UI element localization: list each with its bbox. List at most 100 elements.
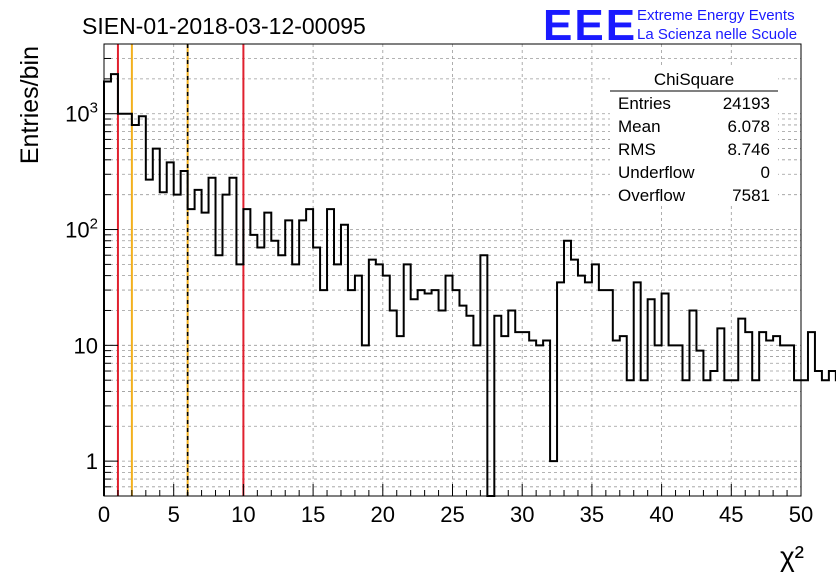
histogram-bin: [710, 371, 717, 496]
histogram-bin: [306, 209, 313, 496]
eee-logo: EEE: [543, 1, 637, 50]
x-tick-label: 35: [580, 502, 604, 527]
histogram-bin: [118, 114, 125, 496]
histogram-bin: [383, 276, 390, 496]
histogram-bin: [808, 332, 815, 496]
histogram-bin: [229, 178, 236, 496]
histogram-bin: [397, 336, 404, 496]
histogram-bin: [508, 310, 515, 496]
x-tick-label: 40: [649, 502, 673, 527]
histogram-bin: [759, 332, 766, 496]
histogram-bin: [627, 380, 634, 496]
x-tick-label: 30: [510, 502, 534, 527]
histogram-bin: [125, 114, 132, 496]
stats-value: 0: [761, 163, 770, 182]
histogram-bin: [620, 336, 627, 496]
histogram-bin: [174, 195, 181, 496]
histogram-bin: [801, 380, 808, 496]
x-tick-label: 50: [789, 502, 813, 527]
stats-value: 8.746: [727, 140, 770, 159]
histogram-bin: [529, 341, 536, 496]
histogram-bin: [648, 299, 655, 496]
histogram-bin: [696, 351, 703, 496]
eee-logo-line2: La Scienza nelle Scuole: [637, 26, 797, 43]
histogram-bin: [132, 125, 139, 496]
y-tick-label: 10: [74, 333, 98, 358]
x-tick-label: 45: [719, 502, 743, 527]
stats-box: ChiSquare Entries 24193 Mean 6.078 RMS 8.746 U…: [610, 68, 778, 206]
x-tick-label: 0: [98, 502, 110, 527]
histogram-bin: [146, 180, 153, 496]
histogram-bin: [550, 461, 557, 496]
histogram-bin: [676, 345, 683, 496]
histogram-bin: [425, 294, 432, 496]
histogram-bin: [264, 213, 271, 496]
histogram-bin: [557, 282, 564, 496]
histogram-bin: [578, 276, 585, 496]
histogram-bin: [292, 264, 299, 496]
y-tick-label: 103: [65, 100, 98, 127]
y-axis-label: Entries/bin: [16, 46, 44, 164]
run-title: SIEN-01-2018-03-12-00095: [82, 13, 366, 39]
histogram-bin: [139, 116, 146, 496]
histogram-bin: [453, 290, 460, 496]
histogram-bin: [418, 290, 425, 496]
histogram-bin: [243, 209, 250, 496]
histogram-bin: [188, 209, 195, 496]
histogram-bin: [662, 294, 669, 496]
histogram-bin: [459, 306, 466, 496]
histogram-bin: [446, 276, 453, 496]
histogram-bin: [222, 195, 229, 496]
stats-label: Underflow: [618, 163, 695, 182]
histogram-bin: [104, 81, 111, 496]
histogram-bin: [522, 332, 529, 496]
histogram-bin: [404, 264, 411, 496]
histogram-bin: [689, 310, 696, 496]
histogram-bin: [480, 255, 487, 496]
histogram-bin: [285, 220, 292, 496]
histogram-bin: [773, 336, 780, 496]
histogram-bin: [731, 380, 738, 496]
histogram-bin: [278, 255, 285, 496]
histogram-bin: [766, 341, 773, 496]
histogram-bin: [167, 162, 174, 496]
histogram-bin: [822, 380, 829, 496]
histogram-bin: [390, 310, 397, 496]
stats-value: 6.078: [727, 117, 770, 136]
histogram-bin: [794, 380, 801, 496]
y-tick-label: 1: [86, 449, 98, 474]
histogram-bin: [466, 316, 473, 496]
histogram: [103, 73, 836, 497]
stats-title: ChiSquare: [654, 70, 734, 89]
histogram-bin: [153, 149, 160, 496]
histogram-bin: [745, 332, 752, 496]
x-tick-label: 25: [440, 502, 464, 527]
histogram-bin: [195, 190, 202, 496]
histogram-bin: [341, 225, 348, 496]
histogram-bin: [257, 247, 264, 496]
histogram-bin: [724, 380, 731, 496]
stats-label: RMS: [618, 140, 656, 159]
x-tick-label: 15: [301, 502, 325, 527]
histogram-steps: [103, 73, 836, 497]
histogram-bin: [683, 380, 690, 496]
histogram-bin: [299, 220, 306, 496]
x-axis-label: χ²: [780, 541, 804, 572]
histogram-bin: [752, 380, 759, 496]
histogram-bin: [494, 316, 501, 496]
histogram-bin: [271, 241, 278, 496]
histogram-bin: [216, 255, 223, 496]
threshold-lines: [116, 44, 245, 496]
histogram-bin: [202, 213, 209, 496]
histogram-bin: [634, 282, 641, 496]
histogram-bin: [738, 319, 745, 496]
histogram-bin: [829, 371, 836, 496]
histogram-bin: [439, 310, 446, 496]
histogram-bin: [543, 341, 550, 496]
histogram-bin: [327, 209, 334, 496]
histogram-bin: [606, 290, 613, 496]
histogram-bin: [355, 276, 362, 496]
histogram-bin: [111, 74, 118, 496]
histogram-bin: [376, 264, 383, 496]
stats-value: 24193: [723, 94, 770, 113]
